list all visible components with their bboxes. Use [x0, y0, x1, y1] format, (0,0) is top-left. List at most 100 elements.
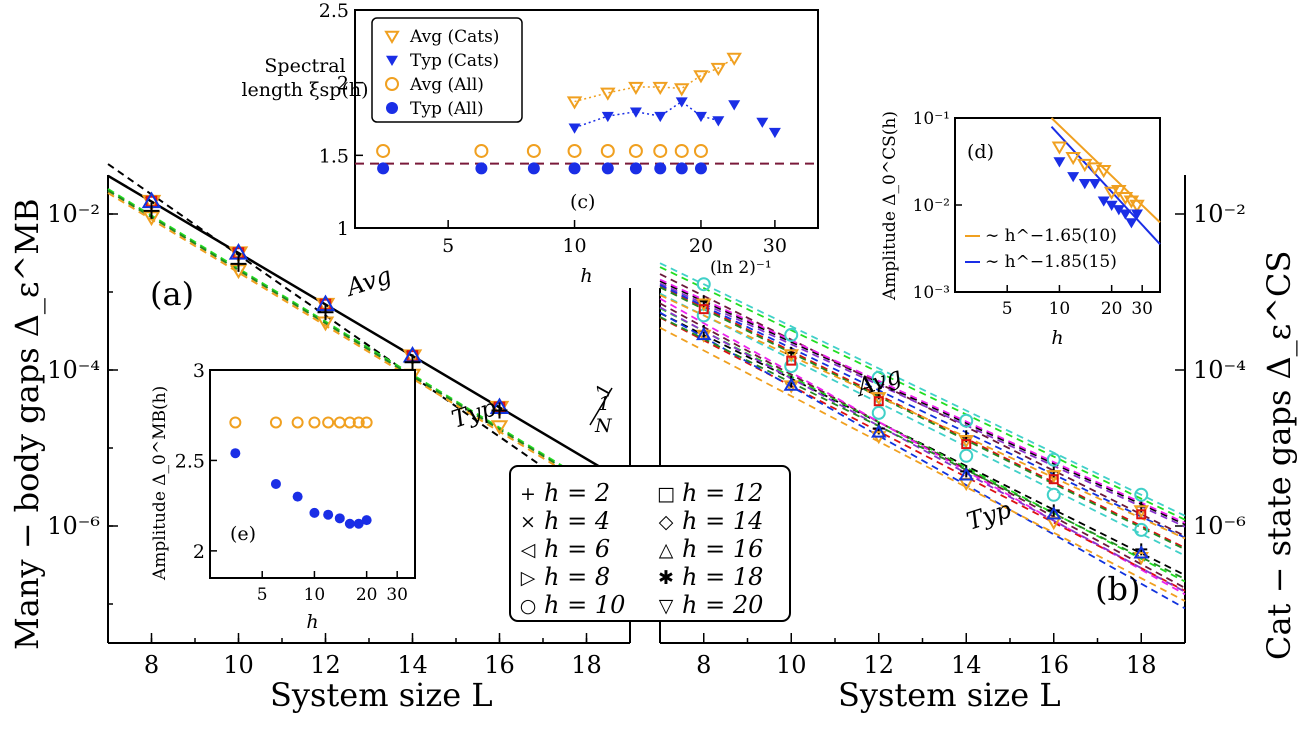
inset-c-ylabel-1: Spectral: [264, 55, 345, 77]
inset-c-point: [756, 117, 769, 128]
inset-d-point: [1095, 165, 1112, 179]
legend-label-h2: h = 2: [544, 479, 610, 507]
panel-b-avg-point: [696, 277, 711, 292]
inset-e-avg-point: [308, 416, 321, 429]
inset-c-ytick-label: 2: [337, 73, 349, 95]
inset-e-typ-point: [323, 509, 334, 520]
panel-b-avg-point: [698, 304, 709, 315]
inset-c-point: [654, 111, 667, 123]
inset-e-frame: [209, 369, 416, 579]
inset-c-point: [527, 162, 540, 175]
panel-b-typ-point: [871, 405, 886, 420]
legend-marker-h8: ▷: [521, 567, 536, 589]
panel-b-typ-point: [958, 467, 974, 481]
inset-c-legend-label: Avg (Cats): [409, 27, 499, 47]
inset-c-point: [377, 162, 390, 175]
inset-d-point: [1125, 218, 1138, 229]
panel-b-avg-point: [786, 355, 797, 366]
inset-c-legend-box: [371, 17, 523, 123]
inset-e: 5 10 20 30 2 2.5 3 h Amplitude Δ_0^MB(h): [150, 360, 416, 633]
inset-c-point: [694, 162, 707, 175]
legend-label-h18: h = 18: [682, 563, 763, 591]
inset-c-point: [474, 143, 489, 158]
inset-c-legend-label: Typ (Cats): [410, 51, 499, 71]
panel-b-xtick-label: 14: [951, 651, 982, 679]
panel-b-typ-label: Typ: [963, 495, 1014, 536]
panel-b-typ-fit-line: [659, 311, 1186, 610]
legend-marker-h2: +: [520, 483, 536, 505]
inset-d-legend-typ: ∼ h^−1.85(15): [985, 252, 1117, 272]
inset-c-point: [712, 116, 725, 127]
panel-a-h2-point: [491, 402, 508, 419]
panel-a-typ-fit-line: [107, 189, 631, 510]
panel-b-avg-point: [961, 439, 972, 450]
inset-c-point: [694, 111, 707, 123]
panel-a-xtick-label: 10: [223, 651, 254, 679]
panel-b-avg-point: [1134, 487, 1149, 502]
inset-c-legend-label: Typ (All): [410, 99, 484, 119]
legend-label-h16: h = 16: [682, 535, 763, 563]
inset-c-point: [726, 52, 742, 66]
panel-b-xtick-label: 16: [1038, 651, 1069, 679]
inset-c-legend-label: Avg (All): [409, 75, 484, 95]
inset-d-point: [1129, 199, 1145, 213]
panel-b-avg-fit-line: [659, 262, 1186, 517]
inset-d-legend-avg: ∼ h^−1.65(10): [985, 226, 1117, 246]
inset-e-avg-point: [360, 416, 373, 429]
inset-c-point: [628, 81, 644, 95]
panel-a-avg-fit-line: [107, 174, 631, 486]
inset-d-point: [1111, 185, 1127, 199]
panel-b-typ-point: [1134, 522, 1149, 537]
panel-b-ytick-label: 10⁻²: [1193, 200, 1246, 228]
inset-e-avg-point: [229, 416, 242, 429]
inset-d-point: [1119, 209, 1132, 220]
inset-c-point: [710, 62, 727, 77]
inset-e-xtick-label: 20: [356, 585, 378, 605]
inset-d-xtick-label: 20: [1101, 299, 1123, 319]
inset-c-point: [629, 162, 642, 175]
ln2-label: (ln 2)⁻¹: [710, 258, 772, 278]
panel-d-label: (d): [967, 141, 994, 163]
inset-e-typ-point: [353, 518, 364, 529]
panel-b-typ-fit-line: [659, 292, 1186, 557]
inset-d-fit-line: [1050, 126, 1161, 245]
panel-a-h2-point: [404, 354, 421, 371]
inset-c-point: [675, 97, 688, 108]
panel-b-avg-point: [1048, 474, 1059, 485]
panel-b-avg-fit-line: [659, 278, 1186, 524]
inset-c-ytick-label: 1.5: [319, 145, 349, 167]
legend-marker-h10: ○: [520, 595, 537, 617]
panel-b-typ-point: [959, 448, 974, 463]
inset-c-point: [376, 143, 391, 158]
panel-b-typ-fit-line: [659, 312, 1186, 576]
panel-b-ylabel: Cat − state gaps Δ_ε^CS: [1260, 251, 1298, 660]
inset-c-point: [601, 162, 614, 175]
panel-a-xtick-label: 16: [484, 651, 515, 679]
panel-a-ytick-label: 10⁻⁴: [47, 356, 100, 384]
inset-d-ytick-label: 10⁻³: [913, 283, 950, 303]
legend-label-h4: h = 4: [544, 507, 610, 535]
inset-c-point: [675, 162, 688, 175]
inset-e-typ-point: [309, 507, 320, 518]
inset-c-point: [600, 87, 616, 101]
panel-b-typ-point: [1046, 506, 1062, 520]
inset-c-legend-marker: [384, 30, 400, 44]
legend-marker-h18: ✱: [658, 567, 674, 589]
panel-a-h2-point: [230, 255, 247, 272]
panel-b-avg-fit-line: [659, 286, 1186, 551]
inset-c-point: [526, 143, 541, 158]
panel-a-xtick-label: 12: [310, 651, 341, 679]
panel-b-typ-fit-line: [659, 306, 1186, 593]
inset-d-point: [1078, 179, 1091, 190]
inset-e-typ-point: [361, 515, 372, 526]
inset-d-xtick-label: 30: [1131, 299, 1153, 319]
inset-e-avg-point: [343, 416, 356, 429]
panel-a-label: (a): [150, 275, 194, 313]
panel-b-avg-point: [1046, 452, 1061, 467]
legend-marker-h12: □: [657, 483, 675, 505]
inset-c-point: [475, 162, 488, 175]
panel-b-avg-point: [783, 349, 799, 363]
inset-d-ytick-label: 10⁻¹: [913, 109, 950, 129]
inset-c-point: [652, 81, 669, 95]
